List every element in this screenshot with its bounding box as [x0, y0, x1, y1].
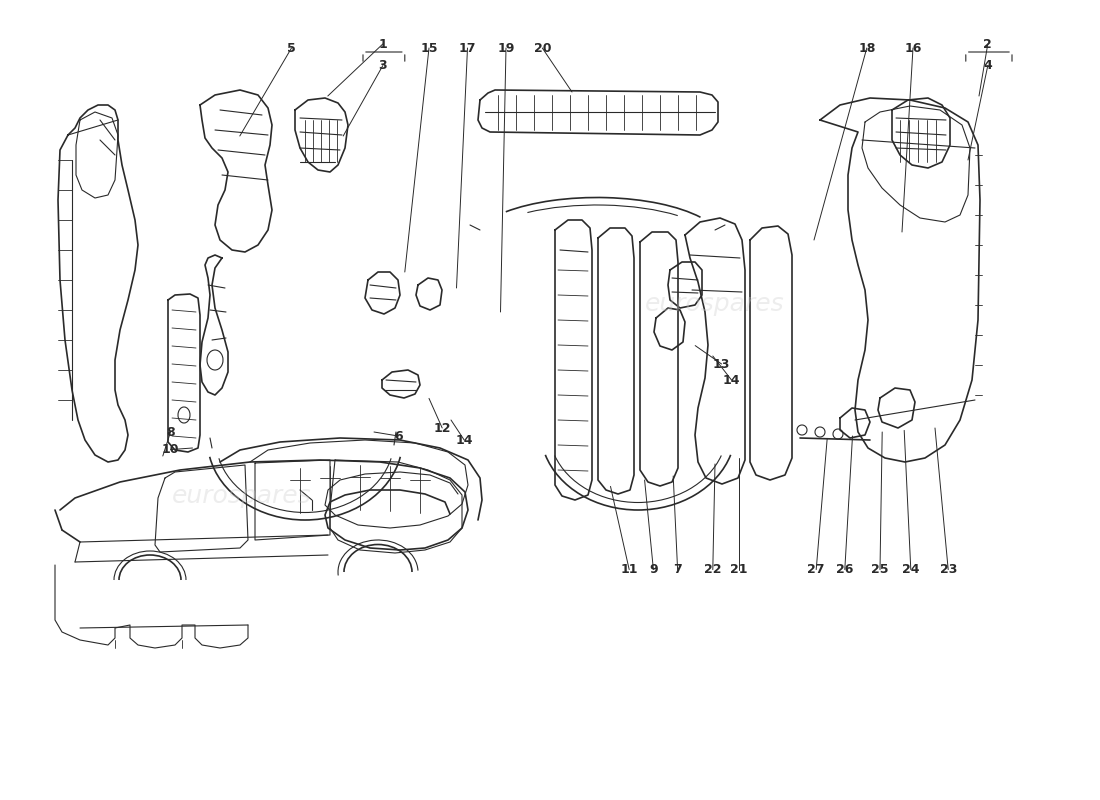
- Text: 13: 13: [713, 358, 730, 370]
- Text: 21: 21: [730, 563, 748, 576]
- Text: 12: 12: [433, 422, 451, 434]
- Text: 27: 27: [807, 563, 825, 576]
- Text: 11: 11: [620, 563, 638, 576]
- Text: 5: 5: [287, 42, 296, 54]
- Text: 10: 10: [162, 443, 179, 456]
- Text: 26: 26: [836, 563, 854, 576]
- Text: 16: 16: [904, 42, 922, 54]
- Text: 3: 3: [378, 59, 387, 72]
- Text: 2: 2: [983, 38, 992, 50]
- Text: 20: 20: [534, 42, 551, 54]
- Text: 8: 8: [166, 426, 175, 438]
- Text: 17: 17: [459, 42, 476, 54]
- Text: 19: 19: [497, 42, 515, 54]
- Text: 15: 15: [420, 42, 438, 54]
- Text: 6: 6: [394, 430, 403, 442]
- Text: eurospares: eurospares: [173, 484, 311, 508]
- Text: 24: 24: [902, 563, 920, 576]
- Text: 23: 23: [939, 563, 957, 576]
- Text: 1: 1: [378, 38, 387, 50]
- Text: 18: 18: [858, 42, 876, 54]
- Text: 14: 14: [723, 374, 740, 386]
- Text: 4: 4: [983, 59, 992, 72]
- Text: 25: 25: [871, 563, 889, 576]
- Text: eurospares: eurospares: [646, 292, 784, 316]
- Text: 22: 22: [704, 563, 722, 576]
- Text: 14: 14: [455, 434, 473, 446]
- Text: 9: 9: [649, 563, 658, 576]
- Text: 7: 7: [673, 563, 682, 576]
